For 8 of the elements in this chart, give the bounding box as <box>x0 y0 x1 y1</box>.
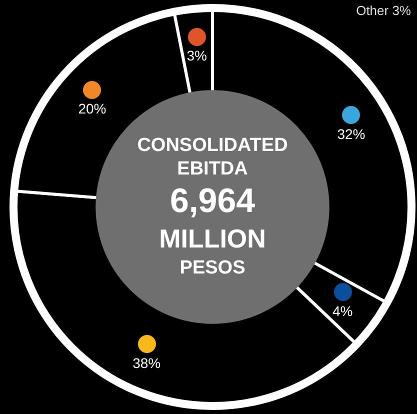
data-label: 20% <box>78 100 106 117</box>
text: CONSOLIDATED EBITDA <box>137 134 288 180</box>
text: Other 3% <box>356 3 411 18</box>
data-label: 4% <box>332 303 353 320</box>
text: 6,964 MILLION PESOS <box>159 182 266 278</box>
data-label: 3% <box>186 47 207 64</box>
data-label: 38% <box>132 354 161 371</box>
data-label: 32% <box>337 126 366 142</box>
